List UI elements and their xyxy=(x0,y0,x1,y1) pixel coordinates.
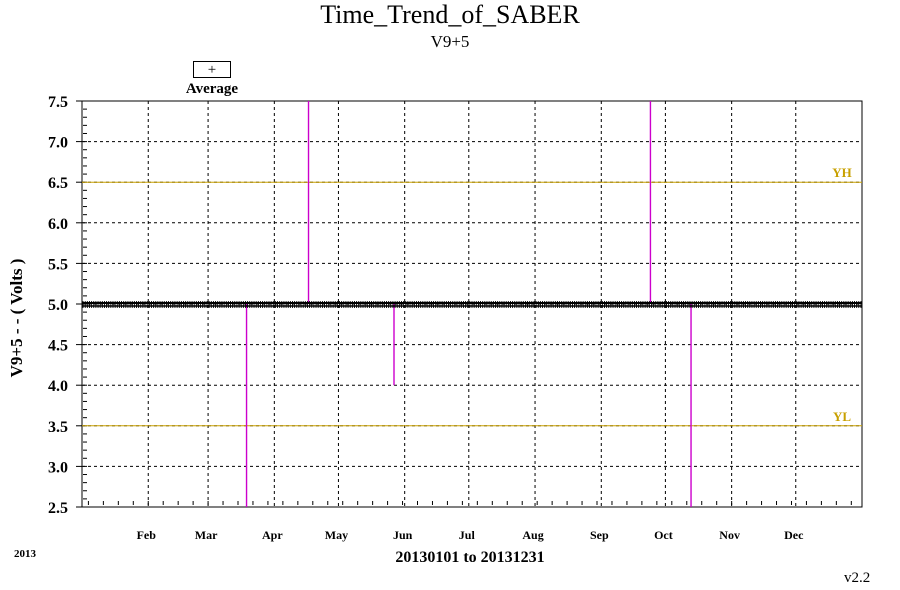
x-tick-label: Dec xyxy=(784,528,804,542)
x-tick-label: Oct xyxy=(654,528,673,542)
x-tick-label: Mar xyxy=(195,528,218,542)
threshold-label-yl: YL xyxy=(833,409,851,424)
x-axis-label: 20130101 to 20131231 xyxy=(395,549,545,566)
y-tick-label: 7.0 xyxy=(48,135,68,152)
year-label: 2013 xyxy=(14,548,36,560)
chart-subtitle: V9+5 xyxy=(430,32,470,51)
y-tick-label: 2.5 xyxy=(48,500,68,517)
y-tick-label: 4.5 xyxy=(48,338,68,355)
y-tick-label: 6.0 xyxy=(48,216,68,233)
version-label: v2.2 xyxy=(844,570,871,586)
x-tick-label: Apr xyxy=(262,528,283,542)
x-tick-label: Sep xyxy=(590,528,609,542)
legend-label: Average xyxy=(185,81,239,97)
y-tick-label: 5.0 xyxy=(48,297,68,314)
x-tick-label: Feb xyxy=(137,528,157,542)
y-tick-label: 6.5 xyxy=(48,175,68,192)
y-tick-label: 5.5 xyxy=(48,256,68,273)
y-tick-label: 4.0 xyxy=(48,378,68,395)
x-tick-label: Nov xyxy=(719,528,740,542)
y-tick-label: 3.0 xyxy=(48,459,68,476)
y-tick-label: 3.5 xyxy=(48,419,68,436)
x-tick-label: Aug xyxy=(522,528,543,542)
x-tick-label: Jun xyxy=(393,528,413,542)
legend-symbol: + xyxy=(193,61,231,78)
x-tick-label: Jul xyxy=(459,528,476,542)
series-point-markers xyxy=(82,301,862,308)
x-tick-label: May xyxy=(325,528,348,542)
threshold-label-yh: YH xyxy=(832,165,852,180)
y-tick-label: 7.5 xyxy=(48,94,68,111)
chart-title: Time_Trend_of_SABER xyxy=(320,0,580,29)
